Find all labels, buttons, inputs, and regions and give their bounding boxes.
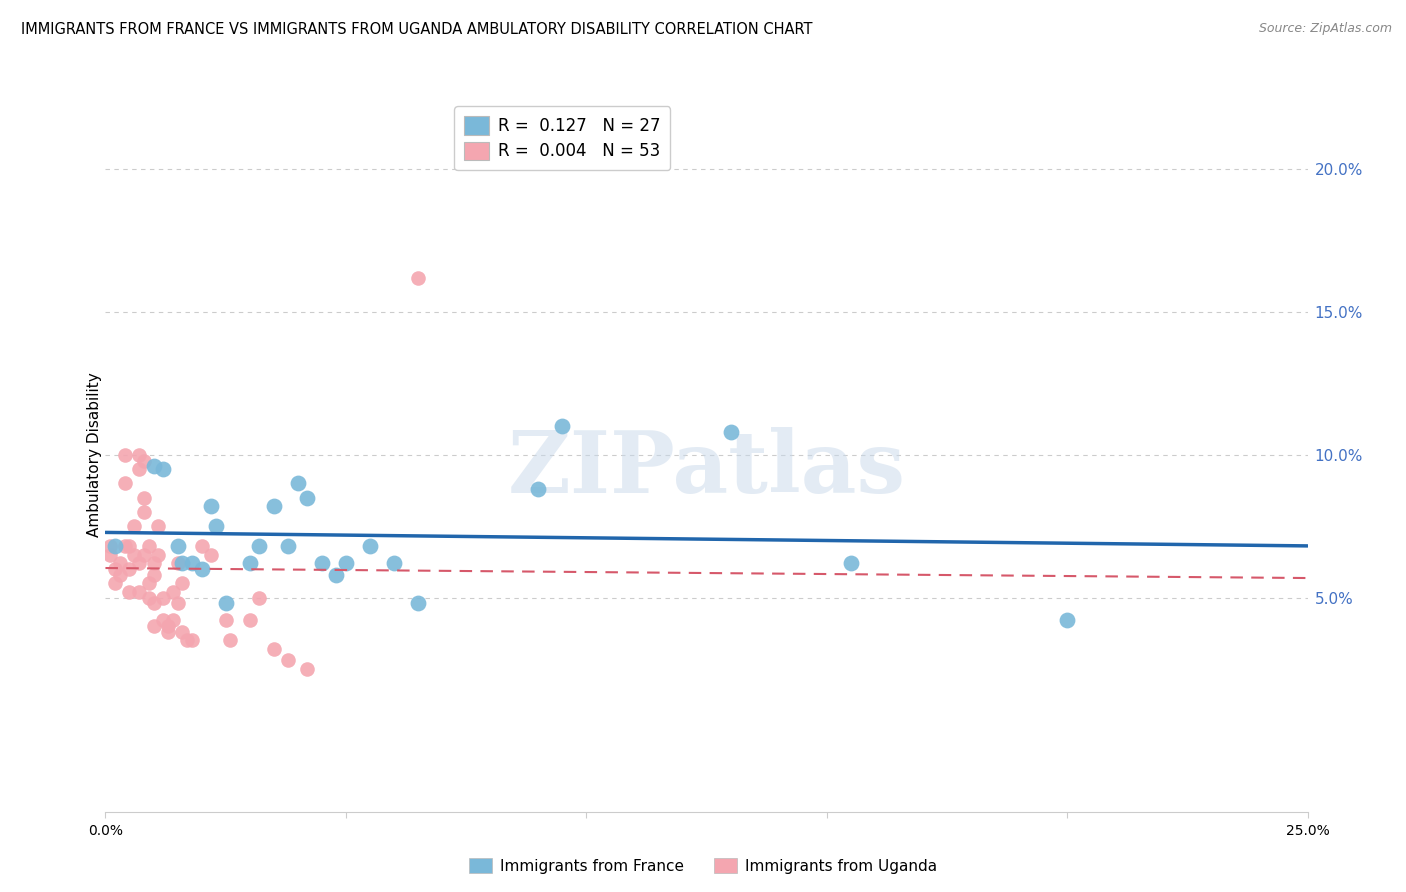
Point (297, 662, 319, 676)
Point (172, 624, 194, 639)
Point (297, 491, 319, 505)
Point (114, 539, 136, 553)
Point (287, 476, 309, 491)
Point (162, 614, 184, 628)
Point (277, 539, 299, 553)
Y-axis label: Ambulatory Disability: Ambulatory Disability (87, 373, 101, 537)
Point (277, 653, 299, 667)
Point (166, 596, 188, 610)
Point (138, 591, 160, 605)
Point (176, 633, 198, 648)
Point (406, 271, 429, 285)
Point (104, 562, 127, 576)
Point (214, 596, 236, 610)
Point (142, 596, 165, 610)
Point (263, 642, 285, 657)
Point (114, 448, 136, 462)
Point (128, 585, 150, 599)
Point (156, 624, 179, 639)
Point (190, 539, 212, 553)
Point (142, 567, 165, 582)
Point (128, 557, 150, 571)
Point (114, 476, 136, 491)
Point (239, 614, 262, 628)
Point (98, 539, 121, 553)
Point (359, 539, 381, 553)
Point (118, 562, 141, 576)
Point (138, 576, 160, 591)
Point (124, 548, 146, 562)
Point (104, 539, 127, 553)
Point (156, 619, 179, 633)
Text: Source: ZipAtlas.com: Source: ZipAtlas.com (1258, 22, 1392, 36)
Point (406, 596, 429, 610)
Point (142, 459, 165, 474)
Point (527, 482, 550, 496)
Point (247, 539, 270, 553)
Point (325, 567, 347, 582)
Point (152, 462, 174, 476)
Point (108, 567, 131, 582)
Text: IMMIGRANTS FROM FRANCE VS IMMIGRANTS FROM UGANDA AMBULATORY DISABILITY CORRELATI: IMMIGRANTS FROM FRANCE VS IMMIGRANTS FRO… (21, 22, 813, 37)
Point (181, 557, 204, 571)
Text: ZIPatlas: ZIPatlas (508, 427, 905, 511)
Point (104, 576, 127, 591)
Point (551, 419, 574, 434)
Point (166, 539, 188, 553)
Point (172, 557, 194, 571)
Point (166, 557, 188, 571)
Point (720, 425, 742, 439)
Point (335, 557, 357, 571)
Point (148, 519, 170, 533)
Point (128, 462, 150, 476)
Point (132, 453, 155, 467)
Point (1056, 614, 1078, 628)
Point (219, 633, 242, 648)
Point (132, 548, 155, 562)
Point (382, 557, 405, 571)
Legend: Immigrants from France, Immigrants from Uganda: Immigrants from France, Immigrants from … (463, 852, 943, 880)
Point (148, 548, 170, 562)
Legend: R =  0.127   N = 27, R =  0.004   N = 53: R = 0.127 N = 27, R = 0.004 N = 53 (454, 106, 671, 170)
Point (239, 557, 262, 571)
Point (142, 619, 165, 633)
Point (839, 557, 862, 571)
Point (118, 585, 141, 599)
Point (200, 500, 222, 514)
Point (200, 548, 222, 562)
Point (152, 614, 174, 628)
Point (263, 500, 285, 514)
Point (108, 557, 131, 571)
Point (214, 614, 236, 628)
Point (311, 557, 333, 571)
Point (205, 519, 228, 533)
Point (124, 519, 146, 533)
Point (162, 585, 184, 599)
Point (247, 591, 270, 605)
Point (172, 576, 194, 591)
Point (138, 539, 160, 553)
Point (118, 539, 141, 553)
Point (142, 557, 165, 571)
Point (132, 505, 155, 519)
Point (181, 633, 204, 648)
Point (152, 591, 174, 605)
Point (190, 562, 212, 576)
Point (128, 448, 150, 462)
Point (98, 548, 121, 562)
Point (132, 491, 155, 505)
